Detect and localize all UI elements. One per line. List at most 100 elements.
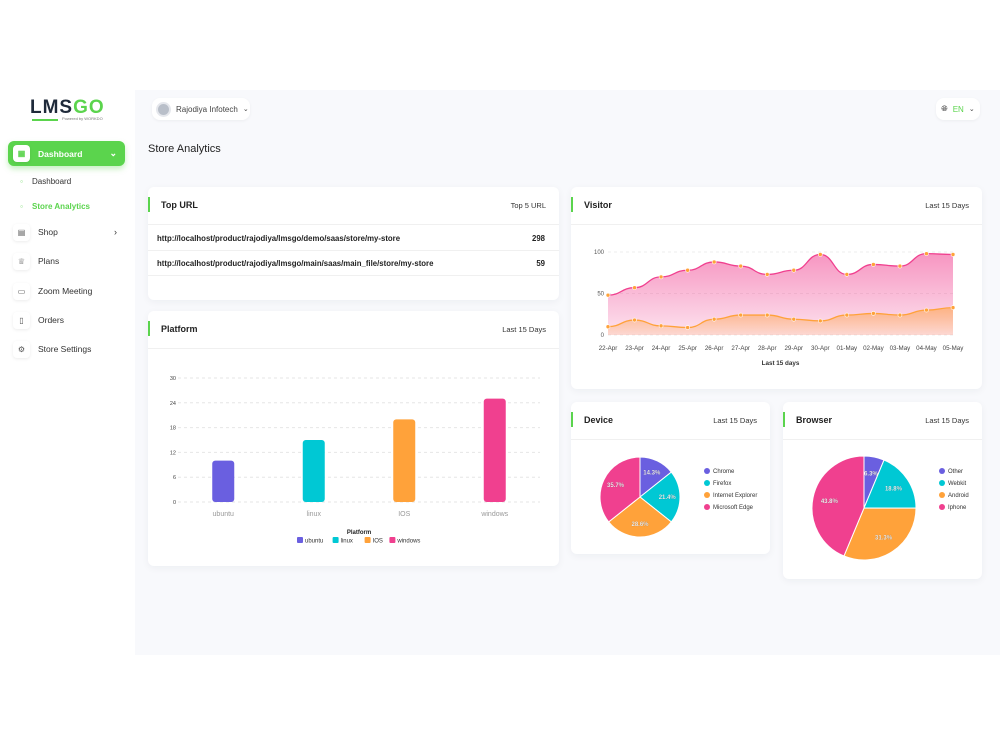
sidebar-item-label: Shop — [38, 227, 58, 237]
x-tick-label: IOS — [398, 511, 410, 518]
x-tick-label: 26-Apr — [705, 345, 724, 352]
legend-marker — [939, 504, 945, 510]
clipboard-icon: ▯ — [13, 311, 30, 329]
url-cell[interactable]: http://localhost/product/rajodiya/lmsgo/… — [157, 234, 401, 243]
visitor-card: Visitor Last 15 Days 0 50 100 22-Apr 23-Apr 24… — [571, 187, 982, 389]
submenu-store-analytics[interactable]: ○ Store Analytics — [20, 202, 90, 211]
language-selector[interactable]: 🌐︎ EN ⌄ — [936, 98, 980, 120]
bar-IOS — [393, 419, 416, 502]
card-subtitle: Top 5 URL — [510, 201, 546, 210]
card-subtitle: Last 15 Days — [713, 416, 757, 425]
circle-icon: ○ — [20, 178, 24, 185]
sidebar-item-label: Orders — [38, 315, 64, 325]
legend-label: windows — [396, 539, 420, 545]
y-tick-label: 0 — [173, 500, 176, 506]
logo[interactable]: LMSGO Powered by WORKDO — [30, 97, 105, 121]
x-tick-label: 23-Apr — [625, 345, 644, 352]
data-point — [658, 274, 664, 280]
series-area-1 — [608, 307, 953, 335]
user-menu[interactable]: Rajodiya Infotech ⌄ — [152, 98, 250, 120]
pie-slice-internet-explorer — [608, 496, 672, 538]
x-tick-label: 04-May — [916, 345, 938, 352]
page-title: Store Analytics — [148, 143, 221, 155]
y-tick-label: 50 — [597, 292, 604, 298]
pie-slice-android — [843, 507, 917, 561]
sidebar-item-plans[interactable]: ♕ Plans — [8, 251, 125, 271]
pie-slice-firefox — [639, 471, 681, 523]
bar-ubuntu — [212, 460, 235, 502]
count-cell: 298 — [531, 234, 545, 243]
logo-powered: Powered by WORKDO — [62, 116, 103, 121]
submenu-dashboard[interactable]: ○ Dashboard — [20, 177, 71, 186]
pie-slice-iphone — [811, 455, 865, 557]
platform-card: Platform Last 15 Days 0 6 12 18 24 30 ubuntu lin… — [148, 311, 559, 566]
x-tick-label: 28-Apr — [758, 345, 777, 352]
logo-text: LMS — [30, 97, 74, 118]
data-label: 21.4% — [659, 495, 677, 501]
legend-swatch — [297, 537, 303, 543]
legend-label: Android — [948, 493, 969, 499]
data-point — [632, 317, 637, 323]
data-point — [685, 267, 690, 273]
card-subtitle: Last 15 Days — [502, 325, 546, 334]
x-tick-label: 01-May — [837, 345, 859, 352]
data-label: 43.8% — [821, 499, 839, 505]
y-tick-label: 6 — [173, 475, 176, 481]
sidebar-item-store-settings[interactable]: ⚙ Store Settings — [8, 339, 125, 359]
submenu-label: Dashboard — [32, 177, 72, 186]
avatar — [156, 101, 171, 117]
x-tick-label: 24-Apr — [652, 345, 671, 352]
data-point — [897, 263, 903, 269]
gear-icon: ⚙ — [13, 340, 30, 358]
sidebar-item-label: Dashboard — [38, 148, 83, 159]
legend-label: Webkit — [948, 481, 967, 487]
data-label: 35.7% — [607, 483, 625, 489]
card-title: Top URL — [148, 197, 198, 212]
data-point — [924, 251, 929, 256]
chevron-right-icon: › — [114, 227, 117, 237]
data-point — [658, 323, 664, 329]
data-point — [764, 272, 770, 277]
data-point — [844, 272, 850, 277]
legend-label: Internet Explorer — [713, 493, 757, 499]
pie-slice-microsoft-edge — [599, 456, 641, 523]
legend-label: Chrome — [713, 469, 735, 475]
chevron-down-icon: ⌄ — [109, 148, 117, 158]
legend-marker — [939, 480, 945, 486]
sidebar-item-orders[interactable]: ▯ Orders — [8, 310, 125, 330]
sidebar-item-zoom-meeting[interactable]: ▭ Zoom Meeting — [8, 281, 125, 301]
legend-label: linux — [341, 539, 353, 545]
legend-swatch — [364, 537, 371, 543]
legend-marker — [704, 468, 710, 474]
legend-label: Iphone — [948, 505, 967, 511]
sidebar — [0, 90, 135, 655]
sidebar-item-label: Store Settings — [38, 344, 92, 354]
series-line-1 — [607, 306, 954, 329]
grid-icon: ▦ — [13, 145, 30, 162]
legend-marker — [939, 492, 945, 498]
video-icon: ▭ — [13, 282, 30, 300]
legend-marker — [704, 480, 710, 486]
url-cell[interactable]: http://localhost/product/rajodiya/lmsgo/… — [157, 259, 434, 268]
card-subtitle: Last 15 Days — [925, 416, 969, 425]
y-tick-label: 12 — [170, 450, 176, 456]
sidebar-item-dashboard[interactable]: ▦ Dashboard ⌄ — [8, 141, 125, 166]
x-tick-label: 30-Apr — [811, 345, 830, 352]
data-point — [818, 252, 823, 257]
legend-marker — [704, 492, 710, 498]
card-subtitle: Last 15 Days — [925, 201, 969, 210]
data-point — [605, 292, 611, 298]
sidebar-item-label: Plans — [38, 256, 60, 266]
count-cell: 59 — [536, 259, 545, 268]
table-row: http://localhost/product/rajodiya/lmsgo/… — [148, 251, 559, 276]
data-point — [950, 252, 956, 257]
data-point — [924, 307, 929, 313]
user-name: Rajodiya Infotech — [176, 104, 238, 114]
sidebar-item-shop[interactable]: ▤ Shop › — [8, 222, 125, 242]
data-point — [685, 325, 690, 330]
legend-label: Microsoft Edge — [713, 505, 754, 511]
pie-slice-webkit — [863, 459, 917, 509]
browser-pie-chart: 6.3% 18.8% 31.3% 43.8% Other Webkit Android Iph… — [811, 455, 969, 561]
series-line-0 — [607, 253, 954, 296]
x-tick-label: ubuntu — [213, 511, 235, 518]
